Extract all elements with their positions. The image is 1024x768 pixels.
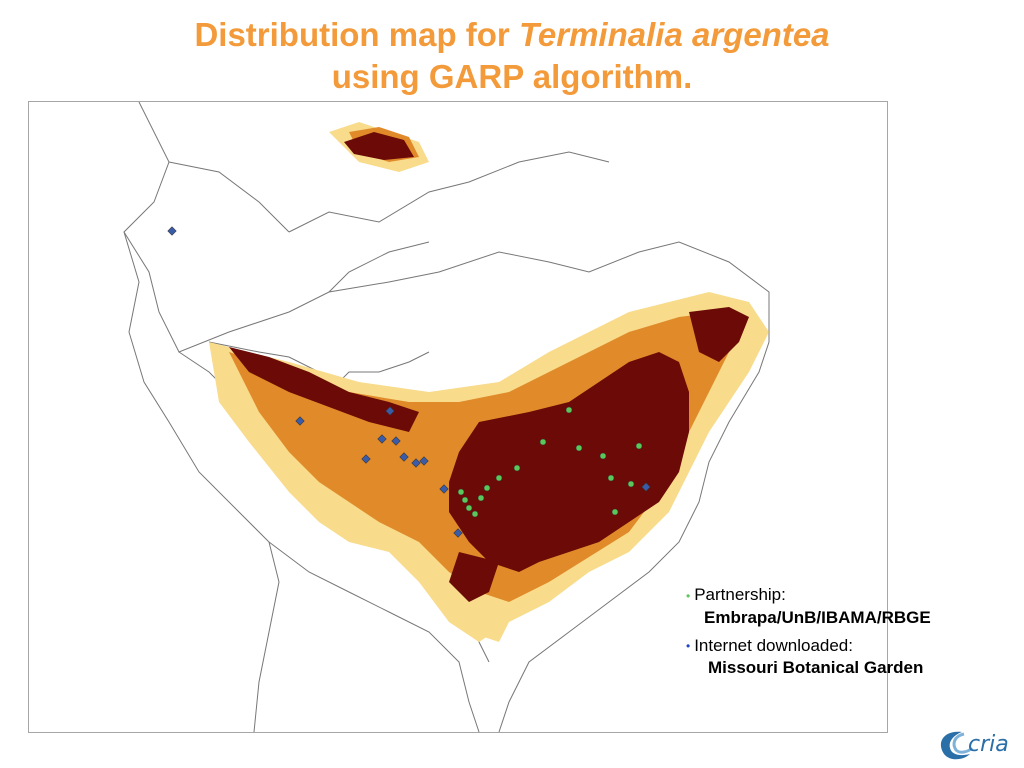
- occurrence-point-partner: [607, 474, 615, 482]
- legend-partnership: • Partnership: Embrapa/UnB/IBAMA/RBGE: [686, 584, 976, 629]
- occurrence-point-internet: [295, 416, 305, 426]
- legend: • Partnership: Embrapa/UnB/IBAMA/RBGE • In…: [686, 584, 976, 685]
- high-probability-east: [689, 307, 749, 362]
- cria-logo-text: cria: [968, 732, 1009, 757]
- border-argentina: [268, 541, 480, 732]
- internet-bullet: •: [686, 639, 691, 654]
- distribution-map: [28, 101, 888, 733]
- occurrence-point-partner: [495, 474, 503, 482]
- title-line-1: Distribution map for Terminalia argentea: [0, 14, 1024, 56]
- occurrence-point-internet: [167, 226, 177, 236]
- occurrence-point-partner: [457, 488, 465, 496]
- coastline-north: [123, 102, 770, 732]
- partnership-value: Embrapa/UnB/IBAMA/RBGE: [704, 607, 931, 627]
- occurrence-point-partner: [477, 494, 485, 502]
- high-probability-north: [344, 132, 414, 160]
- occurrence-point-internet: [439, 484, 449, 494]
- internet-label: Internet downloaded:: [694, 635, 853, 655]
- occurrence-point-internet: [411, 458, 421, 468]
- occurrence-point-internet: [377, 434, 387, 444]
- occurrence-point-internet: [399, 452, 409, 462]
- border-venezuela: [168, 161, 290, 233]
- occurrence-point-partner: [611, 508, 619, 516]
- partnership-bullet: •: [686, 588, 691, 603]
- partnership-label: Partnership:: [694, 585, 786, 604]
- partner-points: [457, 406, 643, 518]
- occurrence-point-partner: [565, 406, 573, 414]
- occurrence-point-partner: [461, 496, 469, 504]
- occurrence-point-partner: [465, 504, 473, 512]
- internet-points: [167, 226, 651, 538]
- occurrence-points: [167, 226, 651, 538]
- country-borders: [123, 102, 770, 732]
- occurrence-point-partner: [483, 484, 491, 492]
- occurrence-point-internet: [391, 436, 401, 446]
- occurrence-point-internet: [453, 528, 463, 538]
- legend-internet: • Internet downloaded: Missouri Botanical…: [686, 635, 976, 680]
- internet-value: Missouri Botanical Garden: [708, 658, 924, 678]
- occurrence-point-partner: [599, 452, 607, 460]
- occurrence-point-partner: [575, 444, 583, 452]
- map-svg: [123, 102, 770, 732]
- page-title: Distribution map for Terminalia argentea…: [0, 14, 1024, 98]
- prediction-areas: [209, 122, 769, 642]
- high-probability-south: [449, 552, 499, 602]
- occurrence-point-internet: [641, 482, 651, 492]
- occurrence-point-internet: [385, 406, 395, 416]
- occurrence-point-internet: [361, 454, 371, 464]
- title-prefix: Distribution map for: [194, 16, 519, 53]
- border-guianas: [288, 151, 610, 233]
- occurrence-point-partner: [539, 438, 547, 446]
- occurrence-point-partner: [627, 480, 635, 488]
- coastline-west: [123, 231, 280, 732]
- high-probability-area: [449, 352, 689, 572]
- species-name: Terminalia argentea: [518, 16, 830, 53]
- border-amazon-north: [328, 241, 430, 293]
- occurrence-point-partner: [471, 510, 479, 518]
- high-probability-west: [229, 347, 419, 432]
- occurrence-point-partner: [635, 442, 643, 450]
- occurrence-point-internet: [419, 456, 429, 466]
- cria-logo-icon: [940, 731, 974, 760]
- title-line-2: using GARP algorithm.: [331, 58, 693, 95]
- occurrence-point-partner: [513, 464, 521, 472]
